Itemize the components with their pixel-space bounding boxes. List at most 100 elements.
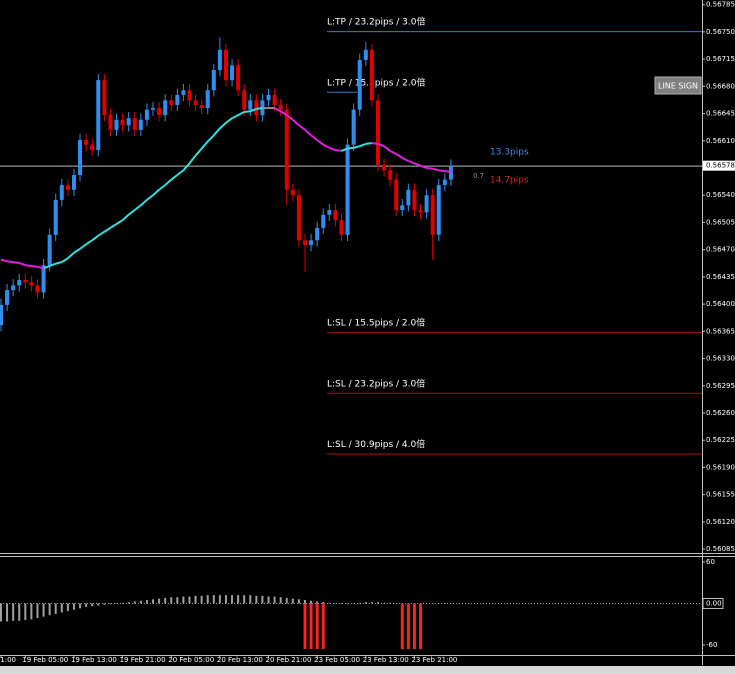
indicator-bar: [36, 603, 39, 618]
ma-segment: [408, 160, 415, 165]
candle-body: [327, 210, 332, 215]
ma-segment: [25, 264, 32, 267]
indicator-bar: [261, 595, 264, 604]
ma-segment: [310, 134, 318, 141]
ma-segment: [91, 234, 99, 242]
indicator-bar: [364, 602, 367, 604]
candle-body: [132, 118, 137, 130]
ma-segment: [194, 147, 203, 157]
candle-body: [5, 290, 10, 305]
indicator-bar: [370, 602, 373, 604]
indicator-bar: [66, 603, 69, 612]
ma-segment: [79, 243, 87, 250]
candle-body: [47, 234, 52, 266]
ma-segment: [401, 156, 409, 162]
candle-body: [333, 210, 338, 221]
indicator-bar: [133, 601, 136, 604]
candle-body: [309, 240, 314, 245]
annotation: 14.7pips: [490, 176, 529, 186]
candle-body: [230, 65, 235, 81]
ma-segment: [316, 139, 324, 146]
candle-body: [84, 140, 89, 145]
ma-segment: [249, 107, 257, 113]
indicator-bar: [91, 603, 94, 607]
level-label: L:TP / 23.2pips / 3.0倍: [327, 16, 425, 28]
ma-segment: [426, 167, 433, 170]
candle-body: [315, 227, 320, 241]
ma-segment: [128, 209, 136, 216]
indicator-bar: [291, 598, 294, 604]
candle-body: [35, 285, 40, 293]
ma-segment: [0, 258, 8, 263]
ma-segment: [97, 230, 105, 237]
candle-body: [96, 80, 101, 151]
candle-body: [0, 304, 3, 326]
indicator-bar: [127, 602, 130, 604]
ma-segment: [395, 153, 403, 159]
zero-label-box: [702, 597, 724, 609]
ma-segment: [256, 107, 263, 110]
signal-bar: [321, 603, 325, 650]
ma-segment: [146, 194, 154, 201]
ma-segment: [237, 111, 245, 117]
ma-segment: [371, 142, 379, 145]
candle-body: [144, 109, 149, 120]
y-tick-label: 0.56190: [706, 463, 735, 471]
candle-body: [138, 119, 143, 130]
candle-body: [242, 90, 247, 110]
ma-segment: [158, 184, 166, 191]
y-tick-label: 0.56295: [706, 382, 735, 390]
ma-segment: [140, 199, 148, 207]
candle-body: [412, 189, 417, 210]
ma-segment: [389, 149, 397, 155]
candle-body: [29, 282, 34, 286]
button-box[interactable]: [654, 76, 702, 95]
indicator-bar: [152, 599, 154, 604]
candle-body: [205, 90, 210, 109]
indicator-bar: [188, 596, 191, 604]
y-tick-label: 0.56400: [706, 300, 735, 308]
ma-segment: [304, 129, 312, 137]
indicator-bar: [358, 602, 361, 604]
indicator-bar: [48, 603, 51, 616]
button[interactable]: LINE SIGN: [654, 76, 702, 95]
indicator-bar: [243, 595, 246, 604]
candle-body: [199, 105, 204, 109]
candle-body: [406, 189, 411, 206]
ma-segment: [335, 149, 342, 152]
indicator-tick-label: 0.00: [706, 599, 722, 607]
indicator-bar: [304, 600, 306, 604]
indicator-bar: [24, 603, 27, 621]
candle-body: [193, 100, 198, 105]
indicator-bar: [352, 603, 355, 604]
ma-segment: [61, 257, 69, 263]
signal-bar: [303, 603, 307, 650]
candle-body: [248, 100, 253, 110]
ma-segment: [13, 261, 20, 264]
indicator-bar: [297, 599, 300, 604]
indicator-bar: [103, 603, 106, 605]
annotation: 13.3pips: [490, 148, 529, 158]
candle-body: [151, 108, 155, 110]
ma-segment: [49, 262, 57, 267]
ma-segment: [152, 189, 160, 196]
candle-body: [382, 164, 387, 171]
button-label[interactable]: LINE SIGN: [658, 82, 698, 91]
candle-body: [345, 144, 350, 235]
y-tick-label: 0.56085: [706, 545, 735, 553]
ma-segment: [182, 162, 191, 171]
indicator-bar: [6, 603, 9, 622]
x-tick-label: 20 Feb 13:00: [217, 656, 263, 664]
ma-segment: [37, 265, 44, 270]
indicator-bar: [0, 603, 2, 622]
ma-segment: [188, 154, 197, 164]
indicator-bar: [389, 602, 392, 604]
indicator-bar: [310, 600, 313, 604]
signal-bar: [412, 603, 416, 650]
level-label: L:SL / 15.5pips / 2.0倍: [327, 317, 425, 329]
ma-segment: [359, 142, 367, 148]
level-label: L:SL / 30.9pips / 4.0倍: [327, 438, 425, 450]
indicator-bar: [164, 597, 167, 604]
signal-bar: [406, 603, 410, 650]
